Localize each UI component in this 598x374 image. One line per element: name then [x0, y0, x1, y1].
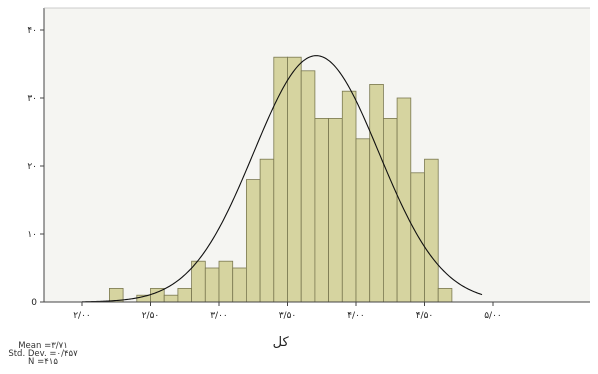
histogram-bar [232, 267, 247, 303]
histogram-bar [218, 260, 234, 303]
y-tick-label: ۳۰ [27, 94, 37, 104]
x-tick-label: ۵/۰۰ [484, 311, 502, 321]
histogram-bar [355, 138, 371, 303]
normal-curve [81, 55, 483, 303]
histogram-bar [437, 287, 453, 303]
x-tick-label: ۳/۵۰ [279, 311, 297, 321]
x-tick-label: ۴/۵۰ [416, 311, 434, 321]
histogram-bar [163, 294, 179, 303]
y-tick-label: 0 [31, 298, 37, 308]
y-tick-label: ۴۰ [27, 26, 37, 36]
histogram-bar [191, 260, 206, 303]
y-tick-label: ۲۰ [27, 162, 37, 172]
stats-std-dev: Std. Dev. =۰/۴۵۷ [8, 349, 78, 359]
histogram-bar [314, 118, 329, 303]
x-tick-label: ۲/۵۰ [142, 311, 160, 321]
histogram-bar [287, 56, 302, 303]
x-axis-ticks: ۲/۰۰ ۲/۵۰ ۳/۰۰ ۳/۵۰ ۴/۰۰ ۴/۵۰ ۵/۰۰ [73, 302, 502, 321]
histogram-bar [382, 118, 398, 303]
histogram-bar [410, 172, 425, 303]
histogram-bar [259, 158, 275, 303]
histogram-bar [300, 70, 316, 303]
histogram-bar [341, 90, 357, 303]
histogram-bars [109, 56, 453, 303]
histogram-bar [245, 179, 261, 303]
histogram-bar [328, 118, 343, 303]
histogram-bar [369, 84, 384, 303]
x-axis-label: کل [273, 335, 290, 350]
histogram-bar [273, 56, 288, 303]
x-tick-label: ۲/۰۰ [73, 311, 91, 321]
y-axis-ticks: 0 ۱۰ ۲۰ ۳۰ ۴۰ [27, 26, 44, 308]
stats-box: Mean =۳/۷۱ Std. Dev. =۰/۴۵۷ N =۴۱۵ [6, 341, 80, 367]
axes [43, 7, 590, 303]
histogram-bar [204, 267, 220, 303]
x-tick-label: ۴/۰۰ [347, 311, 365, 321]
histogram-bar [424, 158, 439, 303]
x-tick-label: ۳/۰۰ [210, 311, 228, 321]
histogram-bar [177, 287, 192, 303]
stats-n: N =۴۱۵ [28, 357, 58, 367]
y-tick-label: ۱۰ [27, 230, 37, 240]
stats-mean: Mean =۳/۷۱ [18, 341, 68, 351]
